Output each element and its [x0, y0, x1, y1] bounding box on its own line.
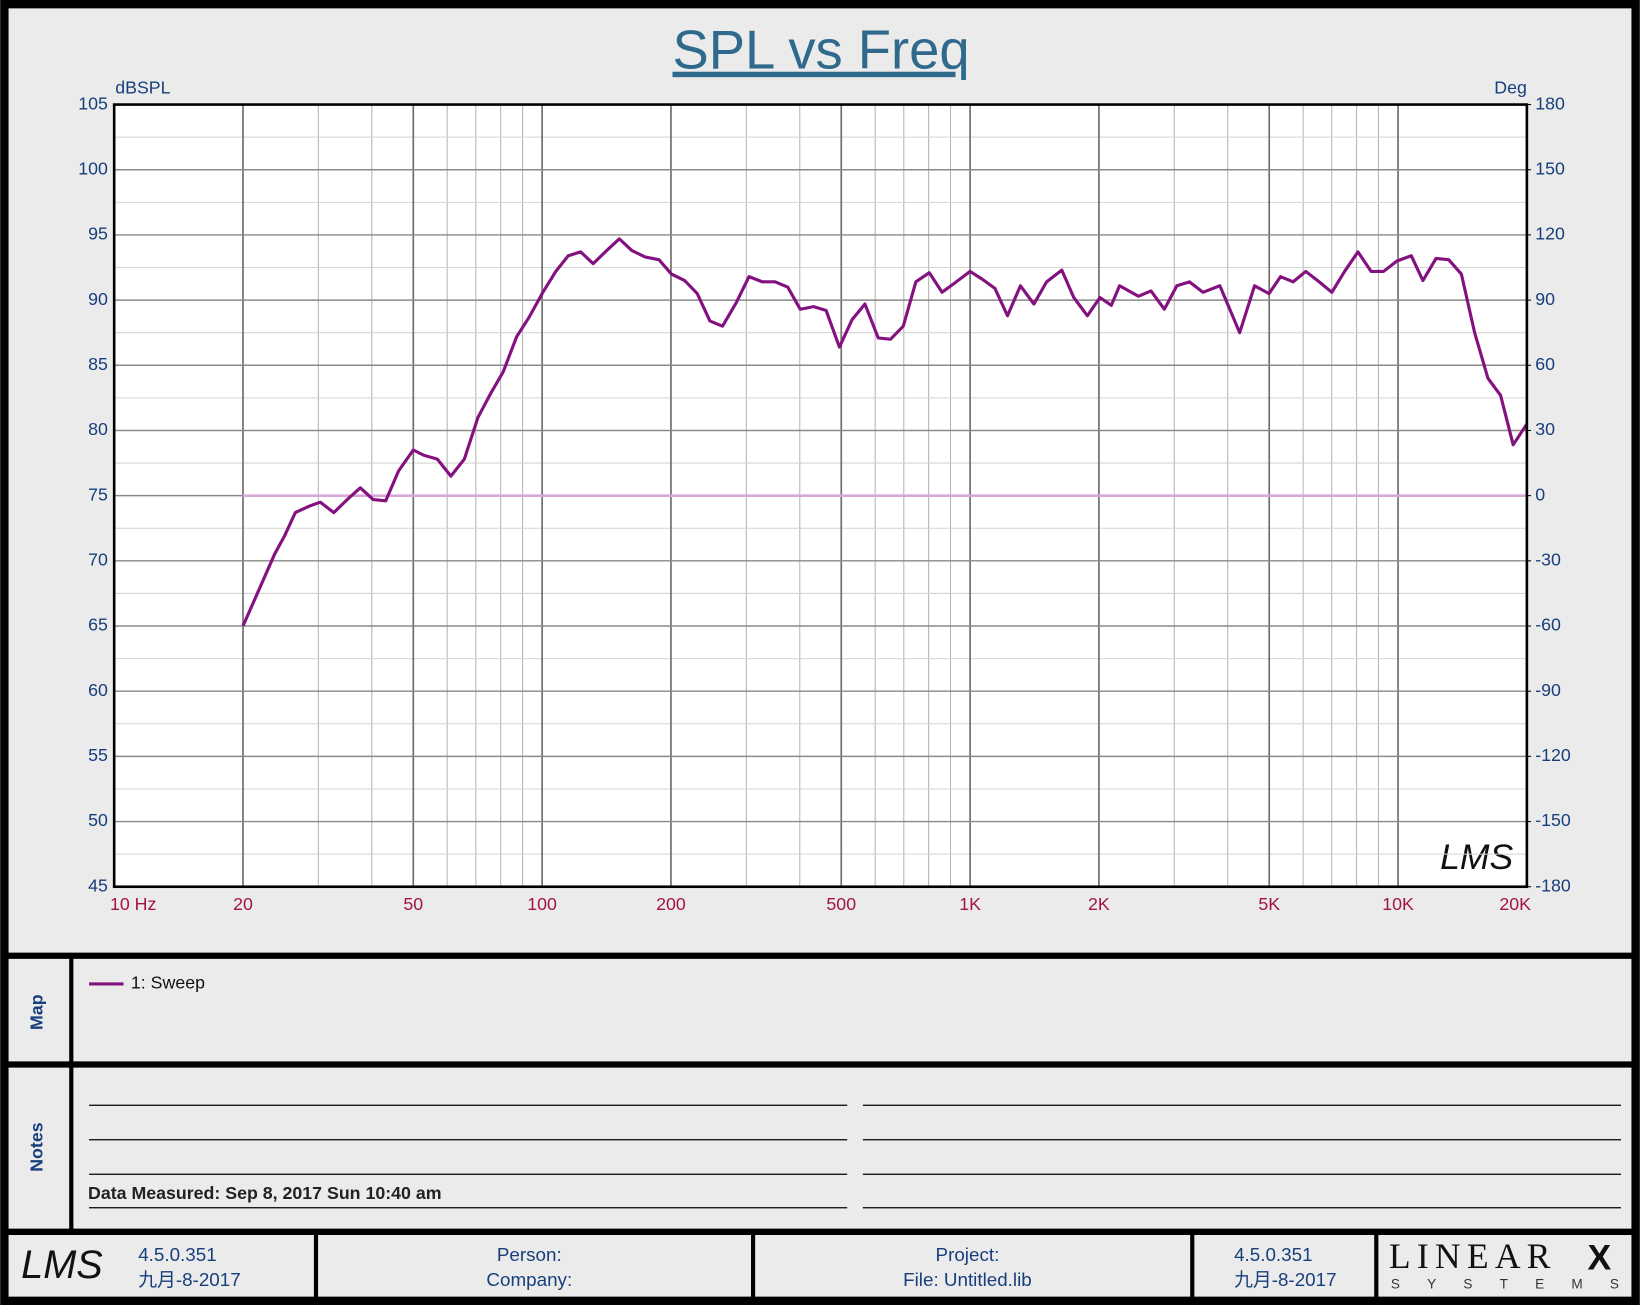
- data-measured: Data Measured: Sep 8, 2017 Sun 10:40 am: [88, 1183, 442, 1203]
- y2-tick-label: 90: [1535, 289, 1555, 309]
- y-tick-label: 95: [88, 224, 108, 244]
- x-tick-label: 1K: [959, 894, 981, 914]
- brand-sub: SYSTEMS: [1391, 1277, 1640, 1292]
- series-line: [241, 237, 1529, 627]
- company: Company:: [486, 1269, 572, 1290]
- version: 4.5.0.351: [138, 1244, 216, 1265]
- brand: LINEAR: [1389, 1236, 1557, 1276]
- x-tick-label: 500: [826, 894, 856, 914]
- y2-tick-label: -30: [1535, 550, 1561, 570]
- version: 4.5.0.351: [1234, 1244, 1312, 1265]
- y-tick-label: 85: [88, 354, 108, 374]
- legend-label: 1: Sweep: [131, 973, 205, 993]
- y-tick-label: 90: [88, 289, 108, 309]
- project: Project:: [936, 1244, 1000, 1265]
- brand-mark: X: [1588, 1237, 1612, 1277]
- date: 九月-8-2017: [1234, 1269, 1336, 1290]
- y-axis-label: dBSPL: [115, 78, 170, 98]
- y-tick-label: 80: [88, 419, 108, 439]
- y2-tick-label: -120: [1535, 745, 1571, 765]
- y-tick-label: 70: [88, 550, 108, 570]
- y2-tick-label: 150: [1535, 158, 1565, 178]
- y2-tick-label: 0: [1535, 484, 1545, 504]
- y2-tick-label: 120: [1535, 224, 1565, 244]
- y-tick-label: 75: [88, 484, 108, 504]
- footer-logo: LMS: [21, 1243, 103, 1287]
- x-tick-label: 20K: [1499, 894, 1531, 914]
- x-tick-label: 10 Hz: [110, 894, 156, 914]
- chart-title: SPL vs Freq: [673, 20, 970, 81]
- y2-tick-label: 60: [1535, 354, 1555, 374]
- notes-label: Notes: [27, 1122, 47, 1171]
- y-tick-label: 50: [88, 810, 108, 830]
- y-tick-label: 105: [78, 93, 108, 113]
- y2-tick-label: 30: [1535, 419, 1555, 439]
- y-tick-label: 60: [88, 680, 108, 700]
- person: Person:: [497, 1244, 562, 1265]
- x-tick-label: 5K: [1258, 894, 1280, 914]
- y2-tick-label: 180: [1535, 93, 1565, 113]
- x-tick-label: 10K: [1382, 894, 1414, 914]
- y2-tick-label: -60: [1535, 615, 1561, 635]
- x-tick-label: 100: [527, 894, 557, 914]
- y-tick-label: 65: [88, 615, 108, 635]
- date: 九月-8-2017: [138, 1269, 240, 1290]
- map-label: Map: [27, 994, 47, 1030]
- y-tick-label: 100: [78, 158, 108, 178]
- watermark: LMS: [1440, 837, 1513, 877]
- y-tick-label: 45: [88, 875, 108, 895]
- y-tick-label: 55: [88, 745, 108, 765]
- file: File: Untitled.lib: [903, 1269, 1032, 1290]
- x-tick-label: 2K: [1088, 894, 1110, 914]
- x-tick-label: 200: [656, 894, 686, 914]
- y2-axis-label: Deg: [1494, 78, 1527, 98]
- y2-tick-label: -90: [1535, 680, 1561, 700]
- y2-tick-label: -150: [1535, 810, 1571, 830]
- plot-border: [112, 103, 1529, 889]
- y2-tick-label: -180: [1535, 875, 1571, 895]
- note-lines: [89, 1104, 1621, 1209]
- x-tick-label: 50: [403, 894, 423, 914]
- x-tick-label: 20: [233, 894, 253, 914]
